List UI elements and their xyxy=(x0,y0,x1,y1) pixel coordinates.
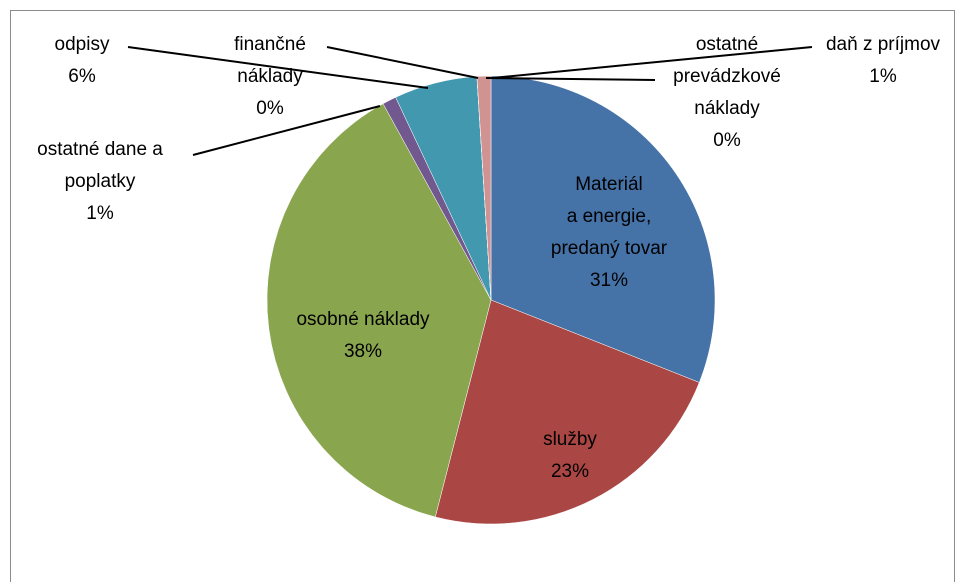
slice-value-label: 1% xyxy=(86,203,114,224)
slice-label: ostatné prevádzkové náklady xyxy=(673,34,781,119)
leader-line xyxy=(192,105,381,156)
slice-label: odpisy xyxy=(54,34,110,55)
leader-line xyxy=(127,46,429,89)
pie-slice xyxy=(490,75,716,383)
pie-slice xyxy=(476,75,492,301)
pie-slice xyxy=(434,299,700,525)
slice-label: ostatné dane a poplatky xyxy=(37,139,163,192)
slice-label: daň z príjmov xyxy=(825,34,941,55)
slice-value-label: 0% xyxy=(713,130,741,151)
slice-value-label: 6% xyxy=(68,66,96,87)
slice-label: osobné náklady xyxy=(296,309,430,330)
pie-slice xyxy=(266,103,492,518)
slice-value-label: 23% xyxy=(550,461,590,482)
slice-value-label: 0% xyxy=(256,98,284,119)
leader-line xyxy=(491,46,813,79)
leader-line xyxy=(326,46,479,79)
slice-label: služby xyxy=(543,429,597,450)
slice-value-label: 31% xyxy=(589,270,629,291)
slice-value-label: 1% xyxy=(869,66,897,87)
slice-value-label: 38% xyxy=(343,341,383,362)
slice-label: finančné náklady xyxy=(234,34,306,87)
slice-label: Materiál a energie, predaný tovar xyxy=(550,174,668,259)
leader-line xyxy=(485,77,656,81)
